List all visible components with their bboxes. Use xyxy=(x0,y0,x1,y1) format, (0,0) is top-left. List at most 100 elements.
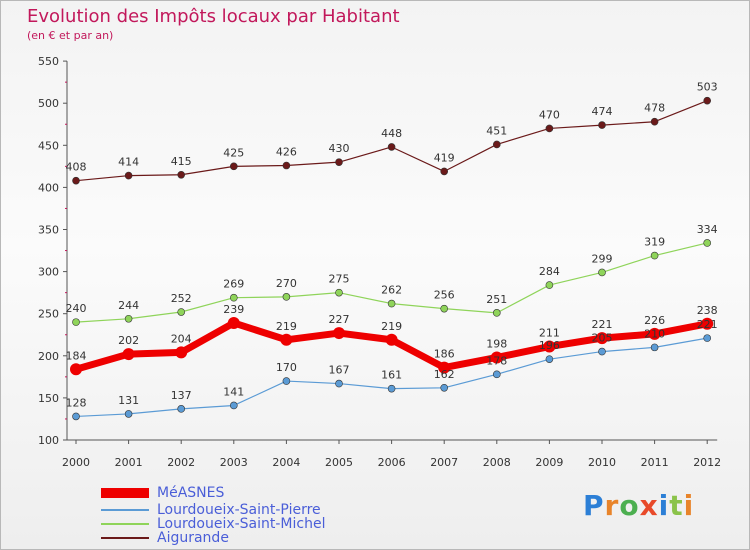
data-label: 221 xyxy=(592,318,613,331)
data-label: 284 xyxy=(539,265,560,278)
legend-label: Lourdoueix-Saint-Michel xyxy=(157,516,326,532)
data-label: 131 xyxy=(118,394,139,407)
x-tick-label: 2006 xyxy=(378,456,406,469)
data-point xyxy=(230,162,238,171)
data-point xyxy=(124,314,133,323)
data-point xyxy=(230,293,238,302)
logo-letter: t xyxy=(669,489,684,522)
data-point xyxy=(387,299,396,308)
data-label: 240 xyxy=(66,302,87,315)
data-label: 184 xyxy=(66,349,87,362)
y-tick-label: 400 xyxy=(38,181,59,194)
data-label: 205 xyxy=(592,332,613,345)
series-line-2 xyxy=(75,242,708,323)
y-tick-label: 150 xyxy=(38,392,59,405)
data-label: 334 xyxy=(697,223,718,236)
data-label: 186 xyxy=(434,348,455,361)
data-point xyxy=(282,293,291,301)
logo-letter: o xyxy=(619,489,640,522)
logo-letter: i xyxy=(658,489,670,522)
data-point xyxy=(701,317,714,330)
data-label: 238 xyxy=(697,304,718,317)
legend-item: MéASNES xyxy=(101,486,224,500)
data-point xyxy=(440,304,449,313)
data-point xyxy=(545,355,554,363)
chart-subtitle: (en € et par an) xyxy=(27,29,114,42)
data-label: 474 xyxy=(592,105,613,118)
data-point xyxy=(387,384,396,393)
data-point xyxy=(72,318,80,326)
data-label: 239 xyxy=(223,303,244,316)
y-tick-label: 250 xyxy=(38,308,59,321)
data-point xyxy=(385,333,398,346)
data-label: 470 xyxy=(539,108,560,121)
data-label: 221 xyxy=(697,318,718,331)
legend-item: Lourdoueix-Saint-Pierre xyxy=(101,503,321,517)
x-tick-label: 2002 xyxy=(167,456,195,469)
data-point xyxy=(703,239,712,247)
data-point xyxy=(703,334,712,342)
data-point xyxy=(282,377,291,385)
x-tick-label: 2001 xyxy=(115,456,143,469)
legend-swatch xyxy=(101,509,149,511)
data-point xyxy=(230,401,238,410)
data-point xyxy=(335,158,343,166)
data-label: 227 xyxy=(329,313,350,326)
legend-label: Aigurande xyxy=(157,530,229,546)
data-point xyxy=(124,410,133,418)
data-label: 299 xyxy=(592,252,613,265)
data-point xyxy=(440,167,449,176)
data-point xyxy=(545,281,554,289)
x-tick-label: 2004 xyxy=(272,456,300,469)
legend-item: Aigurande xyxy=(101,531,229,545)
data-label: 198 xyxy=(486,337,507,350)
x-tick-label: 2009 xyxy=(535,456,563,469)
data-label: 204 xyxy=(171,332,192,345)
series-line-3 xyxy=(75,100,708,182)
data-label: 244 xyxy=(118,299,139,312)
data-label: 202 xyxy=(118,334,139,347)
data-point xyxy=(490,351,503,364)
data-label: 448 xyxy=(381,127,402,140)
x-tick-label: 2011 xyxy=(641,456,669,469)
data-point xyxy=(387,143,396,151)
data-label: 503 xyxy=(697,81,718,94)
y-tick-label: 550 xyxy=(38,55,59,68)
data-point xyxy=(543,340,556,353)
data-point xyxy=(280,333,293,346)
data-point xyxy=(703,96,712,105)
data-label: 269 xyxy=(223,278,244,291)
logo-letter: i xyxy=(683,489,695,522)
data-point xyxy=(335,288,343,297)
data-point xyxy=(598,268,606,277)
logo-letter: r xyxy=(604,489,620,522)
data-label: 196 xyxy=(539,339,560,352)
legend-item: Lourdoueix-Saint-Michel xyxy=(101,517,325,531)
data-label: 219 xyxy=(381,320,402,333)
data-point xyxy=(650,117,659,126)
data-point xyxy=(122,348,135,361)
x-tick-label: 2010 xyxy=(588,456,616,469)
x-tick-label: 2003 xyxy=(220,456,248,469)
logo-letter: P xyxy=(583,489,605,522)
data-label: 251 xyxy=(486,293,507,306)
data-point xyxy=(282,161,291,170)
x-tick-label: 2008 xyxy=(483,456,511,469)
legend-label: MéASNES xyxy=(157,485,225,501)
data-label: 275 xyxy=(329,273,350,286)
data-point xyxy=(72,176,80,185)
data-label: 252 xyxy=(171,292,192,305)
data-label: 162 xyxy=(434,368,455,381)
x-tick-label: 2007 xyxy=(430,456,458,469)
data-point xyxy=(72,412,80,421)
data-point xyxy=(492,370,501,379)
data-label: 425 xyxy=(223,146,244,159)
data-label: 415 xyxy=(171,155,192,168)
data-point xyxy=(335,379,343,388)
data-label: 137 xyxy=(171,389,192,402)
data-point xyxy=(598,121,606,129)
data-label: 178 xyxy=(486,354,507,367)
data-point xyxy=(492,309,501,317)
y-tick-label: 350 xyxy=(38,224,59,237)
